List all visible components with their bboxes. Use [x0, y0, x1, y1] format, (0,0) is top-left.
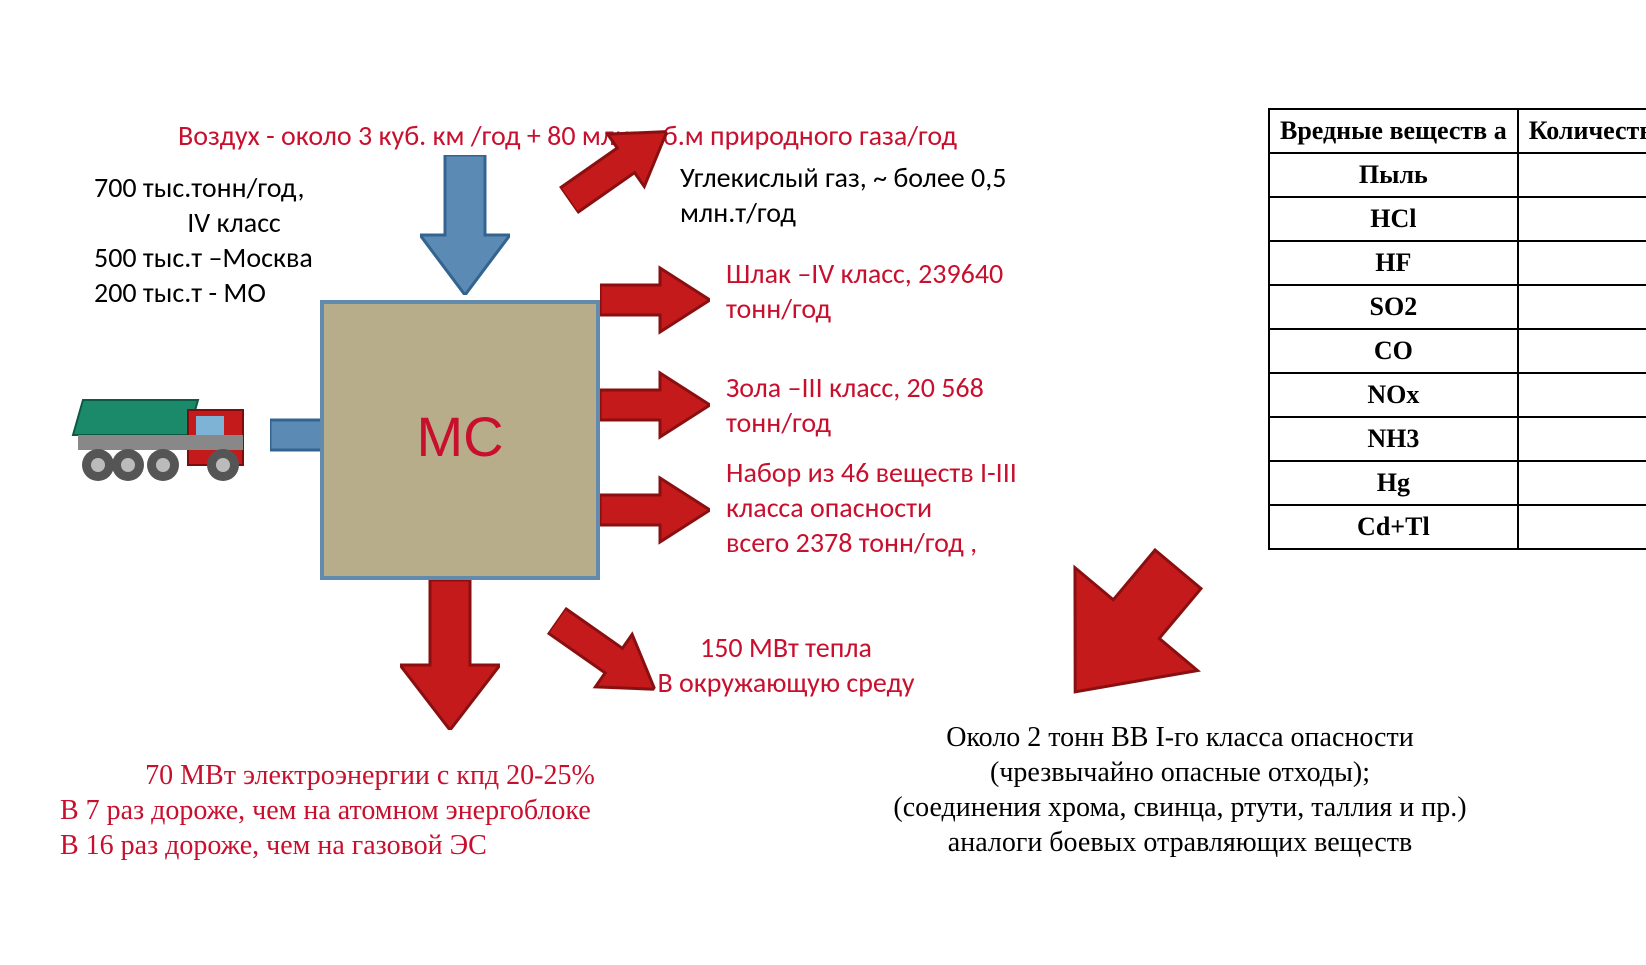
- heat-l2: В окружающую среду: [656, 665, 916, 700]
- arrow-air-icon: [420, 155, 510, 300]
- cell-val: 120 тонн: [1518, 153, 1646, 197]
- arrow-slag-icon: [600, 265, 710, 340]
- arrow-electricity-icon: [400, 580, 500, 735]
- cell-val: 510 тонн: [1518, 329, 1646, 373]
- cell-name: HF: [1269, 241, 1518, 285]
- mc-box: МС: [320, 300, 600, 580]
- cell-name: Пыль: [1269, 153, 1518, 197]
- table-row: Hg0,18 тонны: [1269, 461, 1646, 505]
- cell-val: 36 тонн: [1518, 417, 1646, 461]
- cell-val: 751 тонна: [1518, 373, 1646, 417]
- set46-l2: всего 2378 тонн/год ,: [726, 525, 1046, 560]
- set46-l1: Набор из 46 веществ I-III класса опаснос…: [726, 455, 1046, 525]
- cell-name: Cd+Tl: [1269, 505, 1518, 549]
- cell-name: Hg: [1269, 461, 1518, 505]
- table-row: CO510 тонн: [1269, 329, 1646, 373]
- input-l2: IV класс: [94, 205, 374, 240]
- cell-name: CO: [1269, 329, 1518, 373]
- input-l1: 700 тыс.тонн/год,: [94, 170, 374, 205]
- table-row: Cd+Tl0,18 тонны: [1269, 505, 1646, 549]
- table-row: SO2732 тонн: [1269, 285, 1646, 329]
- table-header-row: Вредные веществ а Количество по расчетам…: [1269, 109, 1646, 153]
- table-row: HF14 тонн: [1269, 241, 1646, 285]
- cell-val: 0,18 тонны: [1518, 505, 1646, 549]
- table-row: HCl217,5 тонн: [1269, 197, 1646, 241]
- set46-text: Набор из 46 веществ I-III класса опаснос…: [726, 455, 1046, 560]
- arrow-ash-icon: [600, 370, 710, 445]
- table-row: Пыль120 тонн: [1269, 153, 1646, 197]
- table-row: NOx751 тонна: [1269, 373, 1646, 417]
- cell-name: SO2: [1269, 285, 1518, 329]
- cell-val: 732 тонн: [1518, 285, 1646, 329]
- bl-l1: 70 МВт электроэнергии с кпд 20-25%: [60, 758, 680, 793]
- br-l3: (соединения хрома, свинца, ртути, таллия…: [860, 790, 1500, 825]
- ash-text: Зола –III класс, 20 568 тонн/год: [726, 370, 1026, 440]
- bottom-left-text: 70 МВт электроэнергии с кпд 20-25% В 7 р…: [60, 758, 680, 863]
- th-amount: Количество по расчетам в ОВОС (табл.5.1.…: [1518, 109, 1646, 153]
- arrow-heat-icon: [533, 592, 674, 722]
- mc-label: МС: [324, 404, 596, 469]
- heat-l1: 150 МВт тепла: [656, 630, 916, 665]
- cell-val: 0,18 тонны: [1518, 461, 1646, 505]
- th-substance: Вредные веществ а: [1269, 109, 1518, 153]
- cell-name: NOx: [1269, 373, 1518, 417]
- br-l4: аналоги боевых отравляющих веществ: [860, 825, 1500, 860]
- cell-name: HCl: [1269, 197, 1518, 241]
- br-l1: Около 2 тонн ВВ I-го класса опасности: [860, 720, 1500, 755]
- table-row: NH336 тонн: [1269, 417, 1646, 461]
- slag-text: Шлак –IV класс, 239640 тонн/год: [726, 256, 1026, 326]
- cell-val: 14 тонн: [1518, 241, 1646, 285]
- input-l3: 500 тыс.т –Москва: [94, 240, 374, 275]
- cell-name: NH3: [1269, 417, 1518, 461]
- co2-text: Углекислый газ, ~ более 0,5 млн.т/год: [680, 160, 1010, 230]
- heat-text: 150 МВт тепла В окружающую среду: [656, 630, 916, 700]
- cell-val: 217,5 тонн: [1518, 197, 1646, 241]
- table-body: Пыль120 тонн HCl217,5 тонн HF14 тонн SO2…: [1269, 153, 1646, 549]
- input-text: 700 тыс.тонн/год, IV класс 500 тыс.т –Мо…: [94, 170, 374, 310]
- br-l2: (чрезвычайно опасные отходы);: [860, 755, 1500, 790]
- arrow-set46-icon: [600, 475, 710, 550]
- bottom-right-text: Около 2 тонн ВВ I-го класса опасности (ч…: [860, 720, 1500, 860]
- bl-l2: В 7 раз дороже, чем на атомном энергобло…: [60, 793, 680, 828]
- truck-icon: [68, 380, 258, 500]
- pollutants-table: Вредные веществ а Количество по расчетам…: [1268, 108, 1646, 550]
- bl-l3: В 16 раз дороже, чем на газовой ЭС: [60, 828, 680, 863]
